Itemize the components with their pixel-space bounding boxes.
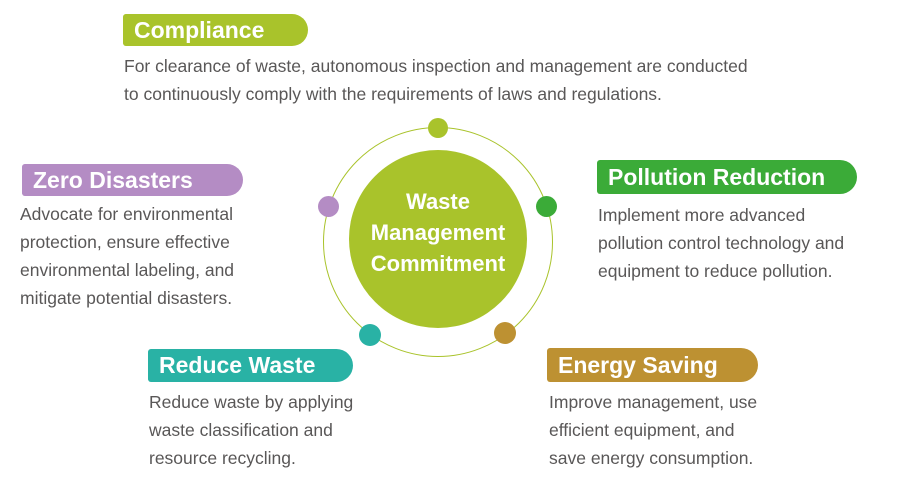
- pollution-reduction-dot: [536, 196, 557, 217]
- zero-disasters-description: Advocate for environmental protection, e…: [20, 204, 235, 308]
- reduce-waste-label: Reduce Waste: [148, 349, 353, 382]
- reduce-waste-description: Reduce waste by applying waste classific…: [149, 392, 354, 468]
- pollution-reduction-description: Implement more advanced pollution contro…: [598, 205, 845, 281]
- pollution-reduction-label-text: Pollution Reduction: [608, 163, 826, 190]
- zero-disasters-label: Zero Disasters: [22, 164, 243, 196]
- energy-saving-label: Energy Saving: [547, 348, 758, 382]
- compliance-dot: [428, 118, 448, 138]
- center-circle: Waste Management Commitment: [349, 150, 527, 328]
- energy-saving-label-text: Energy Saving: [558, 351, 718, 378]
- compliance-description: For clearance of waste, autonomous inspe…: [124, 56, 748, 104]
- compliance-label: Compliance: [123, 14, 308, 46]
- compliance-label-text: Compliance: [134, 16, 265, 43]
- reduce-waste-dot: [359, 324, 381, 346]
- pollution-reduction-label: Pollution Reduction: [597, 160, 857, 194]
- energy-saving-description: Improve management, use efficient equipm…: [549, 392, 758, 468]
- zero-disasters-dot: [318, 196, 339, 217]
- center-title: Waste Management Commitment: [370, 188, 506, 276]
- energy-saving-dot: [494, 322, 516, 344]
- zero-disasters-label-text: Zero Disasters: [33, 166, 193, 193]
- reduce-waste-label-text: Reduce Waste: [159, 352, 316, 378]
